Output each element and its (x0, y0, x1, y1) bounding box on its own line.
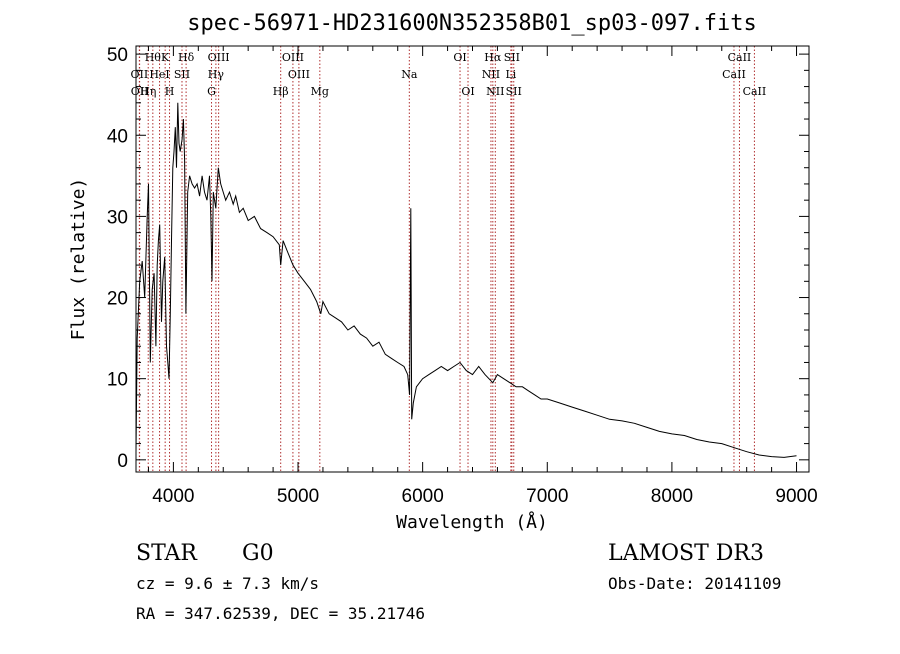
line-marker-label: Hγ (208, 68, 225, 81)
line-marker-label: Hθ (145, 51, 162, 64)
spectral-subclass: G0 (242, 541, 274, 566)
y-tick-label: 10 (107, 370, 128, 391)
line-marker-label: Hδ (178, 51, 195, 64)
line-marker-label: H (165, 85, 175, 98)
line-marker-label: Hα (484, 51, 502, 64)
redshift-readout: cz = 9.6 ± 7.3 km/s (136, 574, 319, 593)
x-axis-ticks: 4000 5000 6000 7000 8000 9000 (147, 46, 818, 507)
line-markers (138, 46, 755, 472)
line-marker-label: Na (401, 68, 418, 81)
x-tick-label: 8000 (651, 486, 693, 507)
line-marker-label: CaII (743, 85, 767, 98)
y-tick-label: 50 (107, 45, 128, 66)
y-tick-label: 40 (107, 126, 128, 147)
x-tick-label: 7000 (526, 486, 568, 507)
line-marker-label: OI (461, 85, 474, 98)
line-marker-label: Hβ (273, 85, 289, 98)
y-axis-label: Flux (relative) (68, 178, 89, 341)
plot-frame (135, 45, 810, 473)
x-tick-label: 6000 (402, 486, 444, 507)
line-marker-label: OII (131, 85, 149, 98)
line-marker-label: OIII (282, 51, 304, 64)
line-marker-label: Mg (311, 85, 329, 98)
line-marker-label: OII (131, 68, 149, 81)
line-marker-label: SII (174, 68, 190, 81)
y-tick-label: 20 (107, 289, 128, 310)
y-axis-ticks: 0 10 20 30 40 50 (107, 45, 809, 472)
line-marker-label: OIII (288, 68, 310, 81)
line-marker-label: G (207, 85, 216, 98)
line-marker-label: OI (453, 51, 466, 64)
coordinates: RA = 347.62539, DEC = 35.21746 (136, 604, 425, 623)
object-class: STAR (136, 541, 198, 566)
chart-title: spec-56971-HD231600N352358B01_sp03-097.f… (187, 11, 757, 36)
line-marker-label: HeI (149, 68, 169, 81)
line-marker-label: SII (506, 85, 522, 98)
obs-date: Obs-Date: 20141109 (608, 574, 781, 593)
spectrum-line (135, 102, 797, 458)
line-marker-label: Hη (140, 85, 156, 98)
x-tick-label: 5000 (277, 486, 319, 507)
line-marker-label: NII (482, 68, 500, 81)
line-marker-label: K (161, 51, 170, 64)
x-tick-label: 4000 (152, 486, 194, 507)
x-axis-label: Wavelength (Å) (396, 511, 548, 533)
y-tick-label: 0 (117, 451, 128, 472)
line-marker-label: NII (486, 85, 504, 98)
line-marker-label: Li (505, 68, 516, 81)
x-tick-label: 9000 (775, 486, 817, 507)
y-tick-label: 30 (107, 207, 128, 228)
survey-name: LAMOST DR3 (608, 541, 764, 566)
line-marker-label: OIII (208, 51, 230, 64)
line-marker-label: CaII (728, 51, 752, 64)
line-marker-label: CaII (722, 68, 746, 81)
line-marker-label: SII (504, 51, 520, 64)
